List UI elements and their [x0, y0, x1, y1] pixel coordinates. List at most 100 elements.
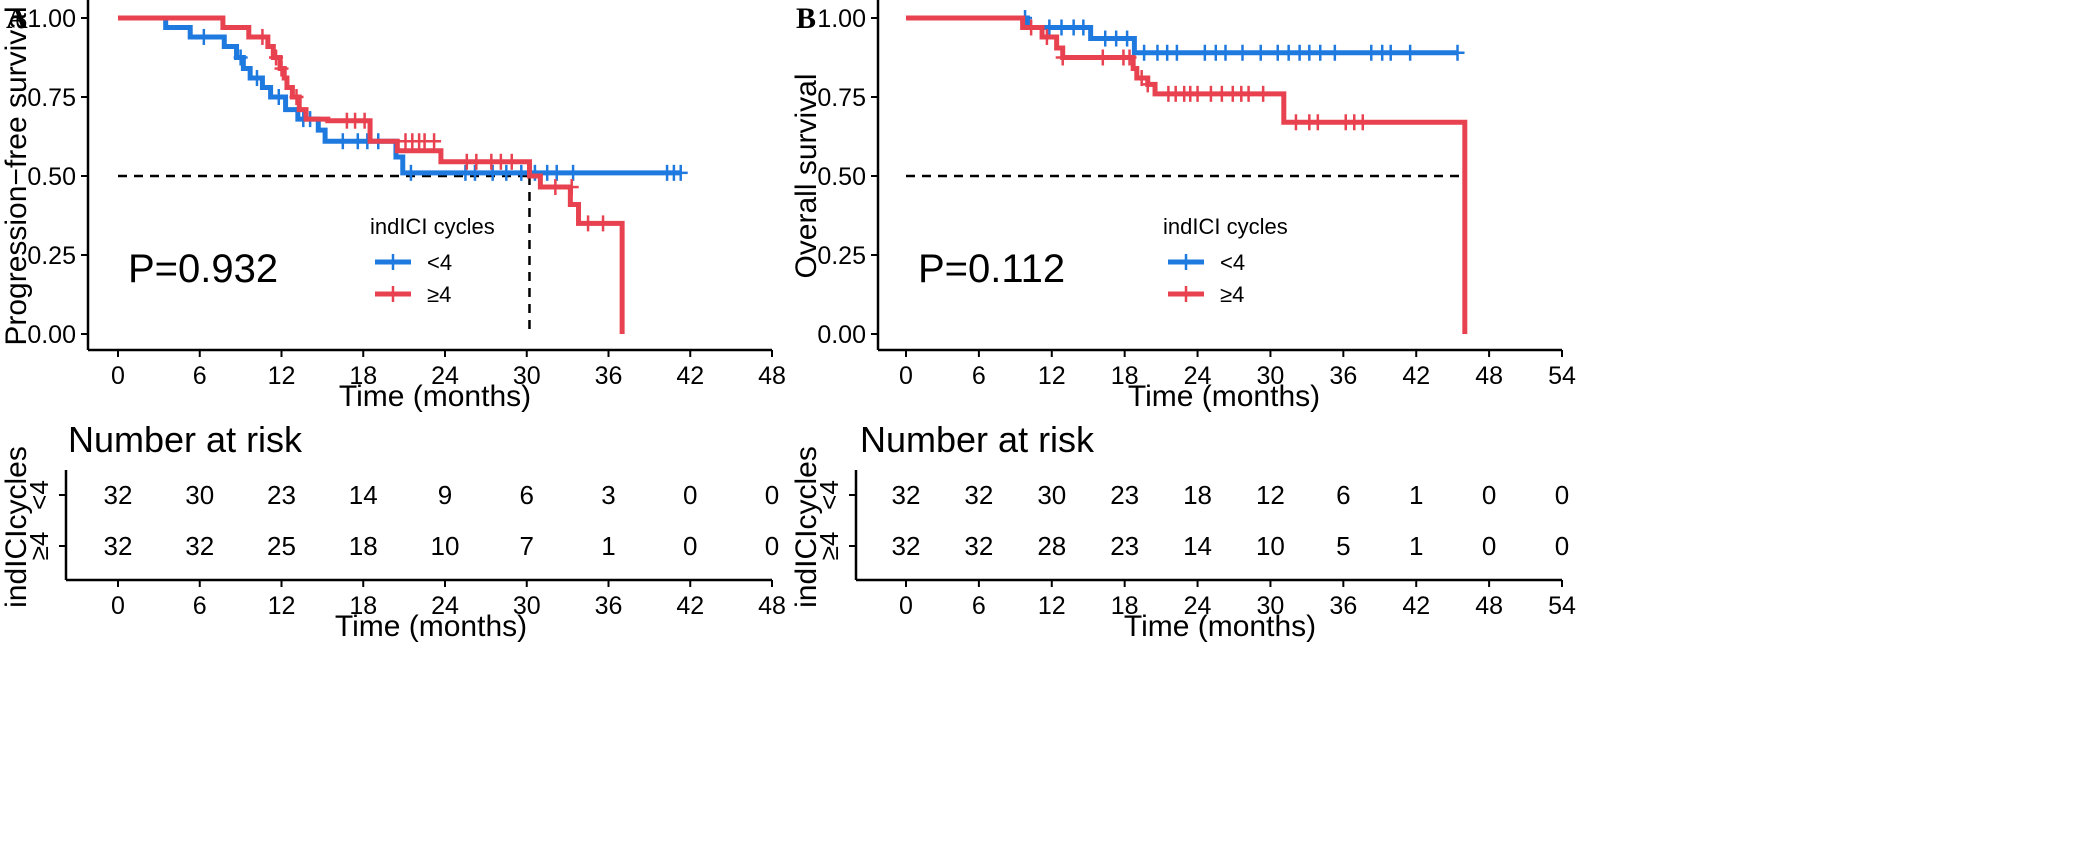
risk-x-tick-label: 0 [899, 592, 913, 620]
risk-count: 0 [765, 480, 779, 510]
x-tick-label: 36 [1329, 362, 1357, 390]
x-axis-title: Time (months) [1128, 380, 1320, 413]
survival-curve-lt4 [906, 15, 1458, 56]
x-tick-label: 18 [1111, 362, 1139, 390]
y-axis-title: Progression−free survival [0, 6, 33, 345]
risk-x-tick-label: 24 [1184, 592, 1212, 620]
risk-count: 3 [601, 480, 615, 510]
risk-x-tick-label: 24 [431, 592, 459, 620]
x-tick-label: 0 [111, 362, 125, 390]
risk-count: 14 [349, 480, 378, 510]
y-tick-label: 1.00 [27, 5, 76, 33]
p-value-label: P=0.932 [128, 247, 278, 291]
x-tick-label: 24 [1184, 362, 1212, 390]
y-tick-label: 0.00 [27, 321, 76, 349]
risk-count: 0 [683, 480, 697, 510]
risk-x-tick-label: 42 [1402, 592, 1430, 620]
x-tick-label: 18 [349, 362, 377, 390]
risk-count: 28 [1037, 531, 1066, 561]
y-tick-label: 0.25 [27, 242, 76, 270]
x-tick-label: 6 [193, 362, 207, 390]
x-tick-label: 0 [899, 362, 913, 390]
risk-table-title: Number at risk [68, 419, 303, 460]
risk-count: 32 [104, 480, 133, 510]
p-value-label: P=0.112 [918, 247, 1065, 291]
y-tick-label: 1.00 [817, 5, 866, 33]
x-tick-label: 42 [676, 362, 704, 390]
risk-count: 0 [1555, 531, 1569, 561]
risk-x-axis-title: Time (months) [1124, 610, 1316, 643]
risk-count: 0 [1482, 480, 1496, 510]
legend-title: indICI cycles [370, 214, 495, 239]
x-tick-label: 36 [595, 362, 623, 390]
risk-count: 10 [431, 531, 460, 561]
risk-x-tick-label: 30 [513, 592, 541, 620]
risk-x-tick-label: 42 [676, 592, 704, 620]
legend-title: indICI cycles [1163, 214, 1288, 239]
risk-x-tick-label: 36 [595, 592, 623, 620]
x-tick-label: 48 [758, 362, 786, 390]
risk-x-tick-label: 18 [349, 592, 377, 620]
risk-count: 1 [1409, 480, 1423, 510]
x-tick-label: 30 [1257, 362, 1285, 390]
risk-group-label-lt4: <4 [814, 480, 844, 510]
risk-x-tick-label: 54 [1548, 592, 1576, 620]
panel-a: A0.000.250.500.751.000 6 12 18 24 30 36 42 48Tim… [0, 0, 786, 643]
x-tick-label: 42 [1402, 362, 1430, 390]
risk-group-label-lt4: <4 [24, 480, 54, 510]
legend-label-lt4: <4 [1220, 250, 1245, 275]
risk-count: 1 [1409, 531, 1423, 561]
risk-x-tick-label: 36 [1329, 592, 1357, 620]
risk-table-title: Number at risk [860, 419, 1095, 460]
risk-count: 1 [601, 531, 615, 561]
risk-count: 23 [1110, 480, 1139, 510]
risk-count: 18 [349, 531, 378, 561]
risk-count: 14 [1183, 531, 1212, 561]
risk-count: 5 [1336, 531, 1350, 561]
risk-x-tick-label: 48 [1475, 592, 1503, 620]
risk-x-tick-label: 6 [193, 592, 207, 620]
risk-count: 9 [438, 480, 452, 510]
x-tick-label: 6 [972, 362, 986, 390]
x-tick-label: 12 [268, 362, 296, 390]
panel-letter: A [6, 2, 28, 35]
y-tick-label: 0.50 [817, 163, 866, 191]
x-tick-label: 24 [431, 362, 459, 390]
risk-y-axis-title: indICIcycles [790, 446, 823, 608]
risk-x-axis-title: Time (months) [335, 610, 527, 643]
y-tick-label: 0.75 [27, 84, 76, 112]
y-tick-label: 0.00 [817, 321, 866, 349]
risk-x-tick-label: 30 [1257, 592, 1285, 620]
risk-group-label-ge4: ≥4 [814, 532, 844, 561]
risk-count: 32 [892, 480, 921, 510]
risk-count: 10 [1256, 531, 1285, 561]
y-tick-label: 0.75 [817, 84, 866, 112]
risk-count: 30 [1037, 480, 1066, 510]
risk-count: 12 [1256, 480, 1285, 510]
x-tick-label: 30 [513, 362, 541, 390]
risk-group-label-ge4: ≥4 [24, 532, 54, 561]
risk-count: 0 [1482, 531, 1496, 561]
risk-count: 32 [892, 531, 921, 561]
risk-count: 0 [1555, 480, 1569, 510]
risk-count: 30 [185, 480, 214, 510]
risk-count: 32 [185, 531, 214, 561]
risk-y-axis-title: indICIcycles [0, 446, 33, 608]
legend-label-lt4: <4 [427, 250, 452, 275]
y-axis-title: Overall survival [790, 73, 823, 278]
panel-b: B 0.00 0.25 0.50 0.75 1.00 0 6 12 18 24 30 36 42 48 54 T… [790, 0, 1576, 643]
risk-count: 0 [765, 531, 779, 561]
risk-count: 7 [520, 531, 534, 561]
legend-label-ge4: ≥4 [427, 282, 451, 307]
risk-count: 32 [964, 480, 993, 510]
risk-x-tick-label: 0 [111, 592, 125, 620]
legend-label-ge4: ≥4 [1220, 282, 1244, 307]
y-tick-label: 0.25 [817, 242, 866, 270]
y-tick-label: 0.50 [27, 163, 76, 191]
risk-x-tick-label: 12 [268, 592, 296, 620]
x-tick-label: 12 [1038, 362, 1066, 390]
risk-count: 23 [1110, 531, 1139, 561]
x-tick-label: 48 [1475, 362, 1503, 390]
x-axis-title: Time (months) [339, 380, 531, 413]
